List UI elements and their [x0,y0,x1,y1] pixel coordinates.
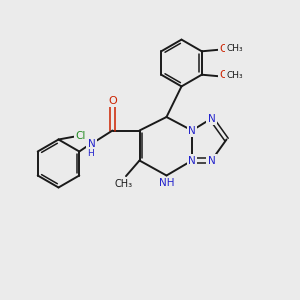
Text: N: N [188,125,196,136]
Text: H: H [88,149,94,158]
Text: N: N [208,113,215,124]
Text: Cl: Cl [75,130,85,141]
Text: CH₃: CH₃ [115,178,133,189]
Text: N: N [88,139,95,149]
Text: O: O [108,96,117,106]
Text: O: O [219,70,227,80]
Text: N: N [208,155,215,166]
Text: O: O [219,44,227,54]
Text: NH: NH [159,178,174,188]
Text: CH₃: CH₃ [226,44,243,53]
Text: CH₃: CH₃ [226,71,243,80]
Text: N: N [188,155,196,166]
